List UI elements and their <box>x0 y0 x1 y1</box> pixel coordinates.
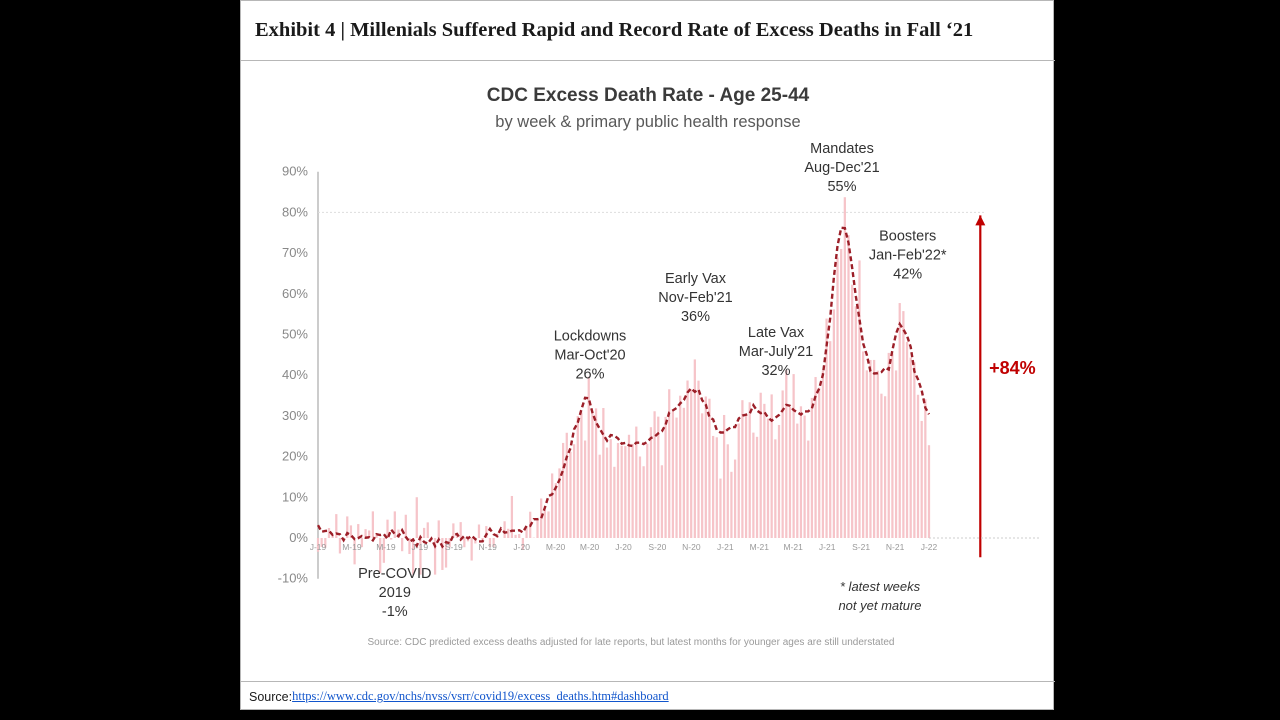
svg-text:Boosters: Boosters <box>879 228 936 244</box>
svg-text:J-20: J-20 <box>615 542 632 552</box>
svg-text:J-22: J-22 <box>921 542 938 552</box>
svg-text:Late Vax: Late Vax <box>748 325 805 341</box>
svg-text:50%: 50% <box>282 327 308 342</box>
svg-text:Lockdowns: Lockdowns <box>554 329 627 345</box>
svg-text:30%: 30% <box>282 408 308 423</box>
svg-text:60%: 60% <box>282 286 308 301</box>
svg-text:N-20: N-20 <box>682 542 701 552</box>
svg-text:40%: 40% <box>282 367 308 382</box>
svg-text:2019: 2019 <box>379 585 411 601</box>
svg-text:M-20: M-20 <box>580 542 600 552</box>
svg-text:26%: 26% <box>575 367 604 383</box>
svg-text:M-19: M-19 <box>376 542 396 552</box>
svg-text:J-21: J-21 <box>717 542 734 552</box>
svg-text:90%: 90% <box>282 164 308 179</box>
svg-text:0%: 0% <box>289 530 308 545</box>
svg-text:Mar-Oct'20: Mar-Oct'20 <box>554 348 625 364</box>
svg-text:not yet mature: not yet mature <box>838 598 921 613</box>
svg-text:55%: 55% <box>827 179 856 195</box>
svg-text:S-20: S-20 <box>648 542 666 552</box>
svg-text:N-21: N-21 <box>886 542 905 552</box>
svg-text:36%: 36% <box>681 309 710 325</box>
svg-text:M-21: M-21 <box>784 542 804 552</box>
svg-text:Mar-July'21: Mar-July'21 <box>739 344 813 360</box>
svg-text:* latest weeks: * latest weeks <box>840 579 921 594</box>
svg-text:20%: 20% <box>282 449 308 464</box>
svg-text:Nov-Feb'21: Nov-Feb'21 <box>658 290 733 306</box>
svg-text:S-19: S-19 <box>445 542 463 552</box>
svg-text:S-21: S-21 <box>852 542 870 552</box>
svg-text:J-20: J-20 <box>513 542 530 552</box>
svg-text:-10%: -10% <box>278 571 309 586</box>
svg-text:70%: 70% <box>282 245 308 260</box>
svg-text:32%: 32% <box>761 363 790 379</box>
svg-text:M-21: M-21 <box>750 542 770 552</box>
svg-text:M-20: M-20 <box>546 542 566 552</box>
svg-text:Aug-Dec'21: Aug-Dec'21 <box>804 160 879 176</box>
svg-text:+84%: +84% <box>989 358 1036 378</box>
svg-text:10%: 10% <box>282 489 308 504</box>
svg-text:J-21: J-21 <box>819 542 836 552</box>
svg-text:42%: 42% <box>893 266 922 282</box>
svg-text:Mandates: Mandates <box>810 141 874 157</box>
svg-text:Early Vax: Early Vax <box>665 271 727 287</box>
svg-text:N-19: N-19 <box>478 542 497 552</box>
svg-text:M-19: M-19 <box>342 542 362 552</box>
svg-text:Jan-Feb'22*: Jan-Feb'22* <box>869 247 947 263</box>
svg-text:J-19: J-19 <box>412 542 429 552</box>
svg-text:-1%: -1% <box>382 604 408 620</box>
svg-text:J-19: J-19 <box>310 542 327 552</box>
svg-text:Pre-COVID: Pre-COVID <box>358 566 431 582</box>
svg-text:80%: 80% <box>282 204 308 219</box>
